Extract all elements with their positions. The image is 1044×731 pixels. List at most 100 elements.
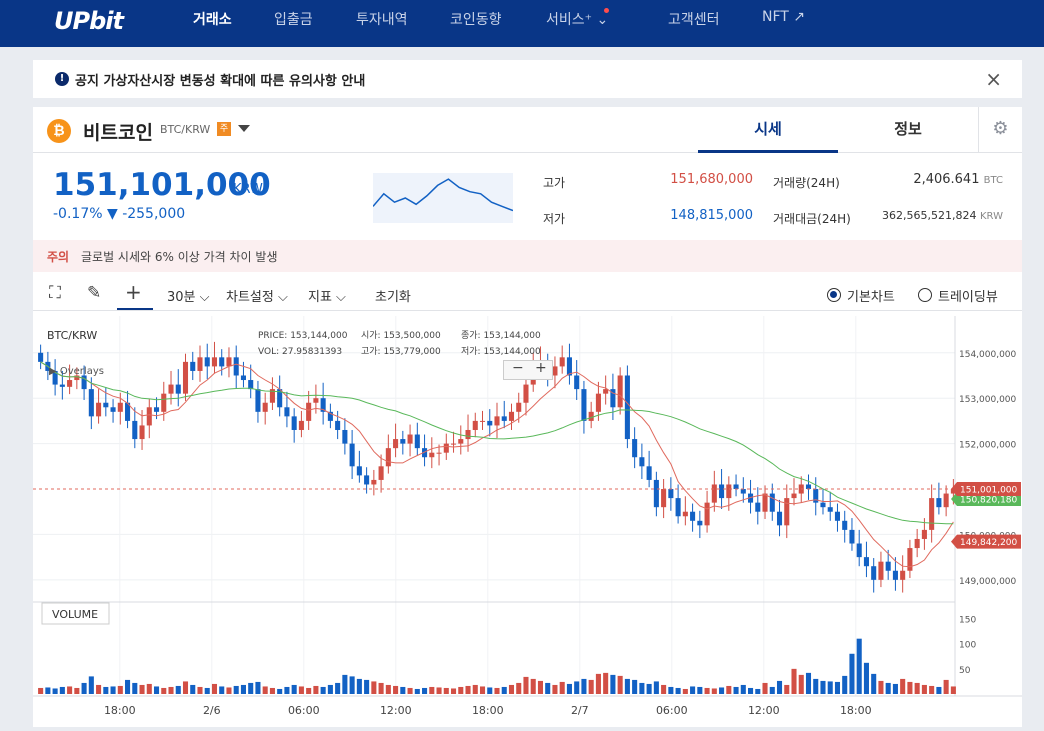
volume-bar — [327, 684, 333, 694]
time-tick-label: 2/7 — [571, 704, 589, 717]
close-icon[interactable]: × — [985, 67, 1002, 91]
chevron-down-icon[interactable] — [238, 125, 250, 132]
candle — [661, 489, 667, 508]
interval-select[interactable]: 30분 ⌵ — [167, 290, 210, 305]
volume-bar — [378, 682, 384, 694]
volume-bar — [668, 686, 674, 694]
candle — [364, 475, 370, 485]
low-label: 저가 — [543, 212, 566, 226]
candle — [168, 384, 174, 394]
volume-bar — [38, 687, 44, 694]
candle — [378, 466, 384, 480]
price-tick-label: 154,000,000 — [959, 350, 1017, 360]
volume-bar — [617, 675, 623, 694]
volume-bar — [197, 686, 203, 694]
nav-investments[interactable]: 투자내역 — [356, 12, 408, 28]
candle — [892, 570, 898, 580]
candle — [595, 393, 601, 412]
volume-bar — [349, 676, 355, 694]
nav-support[interactable]: 고객센터 — [668, 12, 720, 28]
indicators-select[interactable]: 지표 ⌵ — [308, 290, 346, 305]
overlays-toggle[interactable]: ▶ Overlays — [49, 366, 104, 377]
candle — [197, 357, 203, 371]
coin-header: ₿ 비트코인 BTC/KRW 주 시세 정보 ⚙ — [33, 107, 1022, 153]
crosshair-icon[interactable]: + — [125, 280, 142, 304]
volume-bar — [320, 686, 326, 694]
nav-nft[interactable]: NFT ↗ — [762, 9, 806, 25]
volume-bar — [581, 678, 587, 694]
volume-bar — [697, 686, 703, 694]
volume-bar — [117, 685, 123, 694]
volume-bar — [125, 679, 131, 694]
candle — [371, 479, 377, 485]
candle — [740, 489, 746, 494]
candle — [487, 420, 493, 426]
volume-bar — [755, 688, 761, 694]
notice-text[interactable]: 공지 가상자산시장 변동성 확대에 따른 유의사항 안내 — [75, 74, 366, 89]
low-value: 148,815,000 — [670, 208, 753, 223]
fullscreen-icon[interactable]: ⛶ — [49, 283, 61, 303]
nav-deposit[interactable]: 입출금 — [274, 12, 313, 28]
candle — [298, 420, 304, 430]
price-tick-label: 149,000,000 — [959, 577, 1017, 587]
basic-chart-label[interactable]: 기본차트 — [847, 290, 895, 305]
volume-bar — [298, 686, 304, 694]
volume-bar — [422, 687, 428, 694]
volume-bar — [907, 681, 913, 694]
volume-bar — [52, 688, 58, 694]
nav-coin-trends[interactable]: 코인동향 — [450, 12, 502, 28]
zoom-controls: − + — [503, 360, 553, 380]
nav-services[interactable]: 서비스⁺ ⌄ — [546, 12, 609, 28]
chart-toolbar: ⛶ ✎ + 30분 ⌵ 차트설정 ⌵ 지표 ⌵ 초기화 기본차트 트레이딩뷰 — [33, 279, 1022, 311]
draw-icon[interactable]: ✎ — [87, 283, 102, 303]
volume-bar — [834, 681, 841, 694]
upbit-logo[interactable]: UPbit — [54, 7, 124, 35]
candle — [878, 561, 884, 580]
volume-label: VOLUME — [52, 608, 98, 621]
candle — [342, 429, 348, 444]
current-price: 151,101,000 — [53, 167, 271, 203]
tab-market[interactable]: 시세 — [698, 107, 838, 153]
chart-settings-select[interactable]: 차트설정 ⌵ — [226, 290, 288, 305]
candle — [516, 402, 522, 412]
volume-bar — [81, 682, 87, 694]
zoom-in-button[interactable]: + — [535, 360, 547, 376]
time-tick-label: 2/6 — [203, 704, 221, 717]
trading-view-label[interactable]: 트레이딩뷰 — [938, 290, 998, 305]
tab-info[interactable]: 정보 — [894, 120, 922, 138]
volume-bar — [595, 673, 601, 694]
candlestick-chart[interactable]: 154,000,000153,000,000152,000,000150,000… — [33, 316, 1022, 727]
candle — [400, 439, 406, 444]
reset-button[interactable]: 초기화 — [375, 290, 411, 305]
candle — [581, 389, 587, 421]
candle — [479, 420, 486, 422]
candle — [726, 484, 732, 499]
candle — [284, 407, 290, 417]
volume-bar — [545, 682, 551, 694]
gear-icon[interactable]: ⚙ — [978, 107, 1022, 153]
new-dot-icon — [604, 8, 609, 13]
candle — [574, 375, 580, 390]
ma-short-line — [40, 361, 954, 568]
volume-bar — [748, 687, 754, 694]
zoom-out-button[interactable]: − — [512, 360, 524, 376]
candle — [132, 420, 138, 440]
ma-short-tag-bg — [951, 534, 1021, 549]
basic-chart-radio[interactable] — [827, 288, 841, 302]
volume-bar — [574, 681, 580, 694]
ma-long-line — [40, 361, 954, 525]
price-chart-area[interactable]: 154,000,000153,000,000152,000,000150,000… — [33, 316, 1022, 727]
candle — [682, 511, 688, 517]
volume-bar — [943, 679, 949, 694]
coin-pair: BTC/KRW — [160, 123, 211, 136]
trading-view-radio[interactable] — [918, 288, 932, 302]
volume-bar — [842, 675, 848, 694]
mini-sparkline — [373, 173, 513, 223]
nav-exchange[interactable]: 거래소 — [193, 12, 232, 28]
volume-bar — [255, 681, 261, 694]
candle — [711, 484, 717, 503]
time-tick-label: 18:00 — [104, 704, 136, 717]
chart-symbol: BTC/KRW — [47, 329, 97, 342]
volume-bar — [552, 684, 558, 694]
volume-bar — [393, 685, 399, 694]
